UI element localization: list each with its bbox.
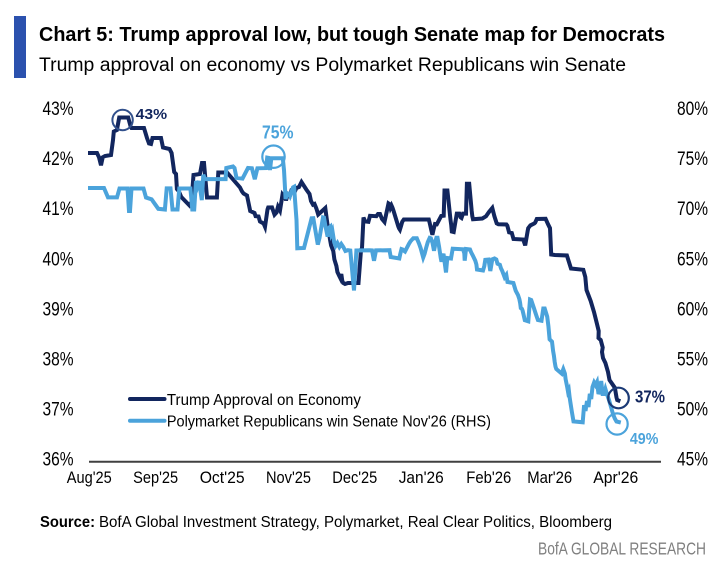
svg-text:40%: 40%	[43, 249, 74, 270]
svg-text:Trump approval on economy vs P: Trump approval on economy vs Polymarket …	[39, 55, 626, 76]
svg-text:65%: 65%	[677, 249, 708, 270]
svg-text:49%: 49%	[630, 431, 659, 448]
svg-text:Jan'26: Jan'26	[399, 469, 444, 487]
svg-text:75%: 75%	[262, 123, 294, 143]
svg-text:37%: 37%	[43, 400, 74, 421]
svg-text:BofA GLOBAL RESEARCH: BofA GLOBAL RESEARCH	[538, 539, 706, 559]
svg-text:45%: 45%	[677, 450, 708, 471]
svg-text:BofA Global Investment Strateg: BofA Global Investment Strategy, Polymar…	[99, 514, 612, 531]
svg-text:Nov'25: Nov'25	[266, 469, 311, 487]
svg-text:80%: 80%	[677, 99, 708, 120]
svg-text:43%: 43%	[43, 99, 74, 120]
svg-text:Chart 5: Trump approval low, b: Chart 5: Trump approval low, but tough S…	[39, 24, 665, 46]
svg-text:Dec'25: Dec'25	[332, 469, 377, 487]
svg-text:Source:: Source:	[40, 514, 95, 531]
svg-text:41%: 41%	[43, 199, 74, 220]
svg-text:Feb'26: Feb'26	[466, 469, 511, 487]
svg-text:Sep'25: Sep'25	[133, 469, 178, 487]
svg-text:60%: 60%	[677, 299, 708, 320]
svg-text:43%: 43%	[136, 106, 168, 123]
svg-text:Trump Approval on Economy: Trump Approval on Economy	[167, 392, 361, 409]
svg-text:50%: 50%	[677, 400, 708, 421]
svg-text:36%: 36%	[43, 450, 74, 471]
svg-text:Oct'25: Oct'25	[200, 469, 245, 487]
svg-text:Polymarket Republicans win Sen: Polymarket Republicans win Senate Nov'26…	[167, 414, 491, 431]
svg-text:38%: 38%	[43, 350, 74, 371]
svg-text:55%: 55%	[677, 350, 708, 371]
svg-text:42%: 42%	[43, 149, 74, 170]
svg-text:39%: 39%	[43, 299, 74, 320]
svg-text:37%: 37%	[635, 387, 665, 407]
svg-text:75%: 75%	[677, 149, 708, 170]
svg-text:Mar'26: Mar'26	[527, 469, 572, 487]
svg-text:70%: 70%	[677, 199, 708, 220]
svg-text:Aug'25: Aug'25	[67, 469, 112, 487]
svg-text:Apr'26: Apr'26	[593, 469, 638, 487]
